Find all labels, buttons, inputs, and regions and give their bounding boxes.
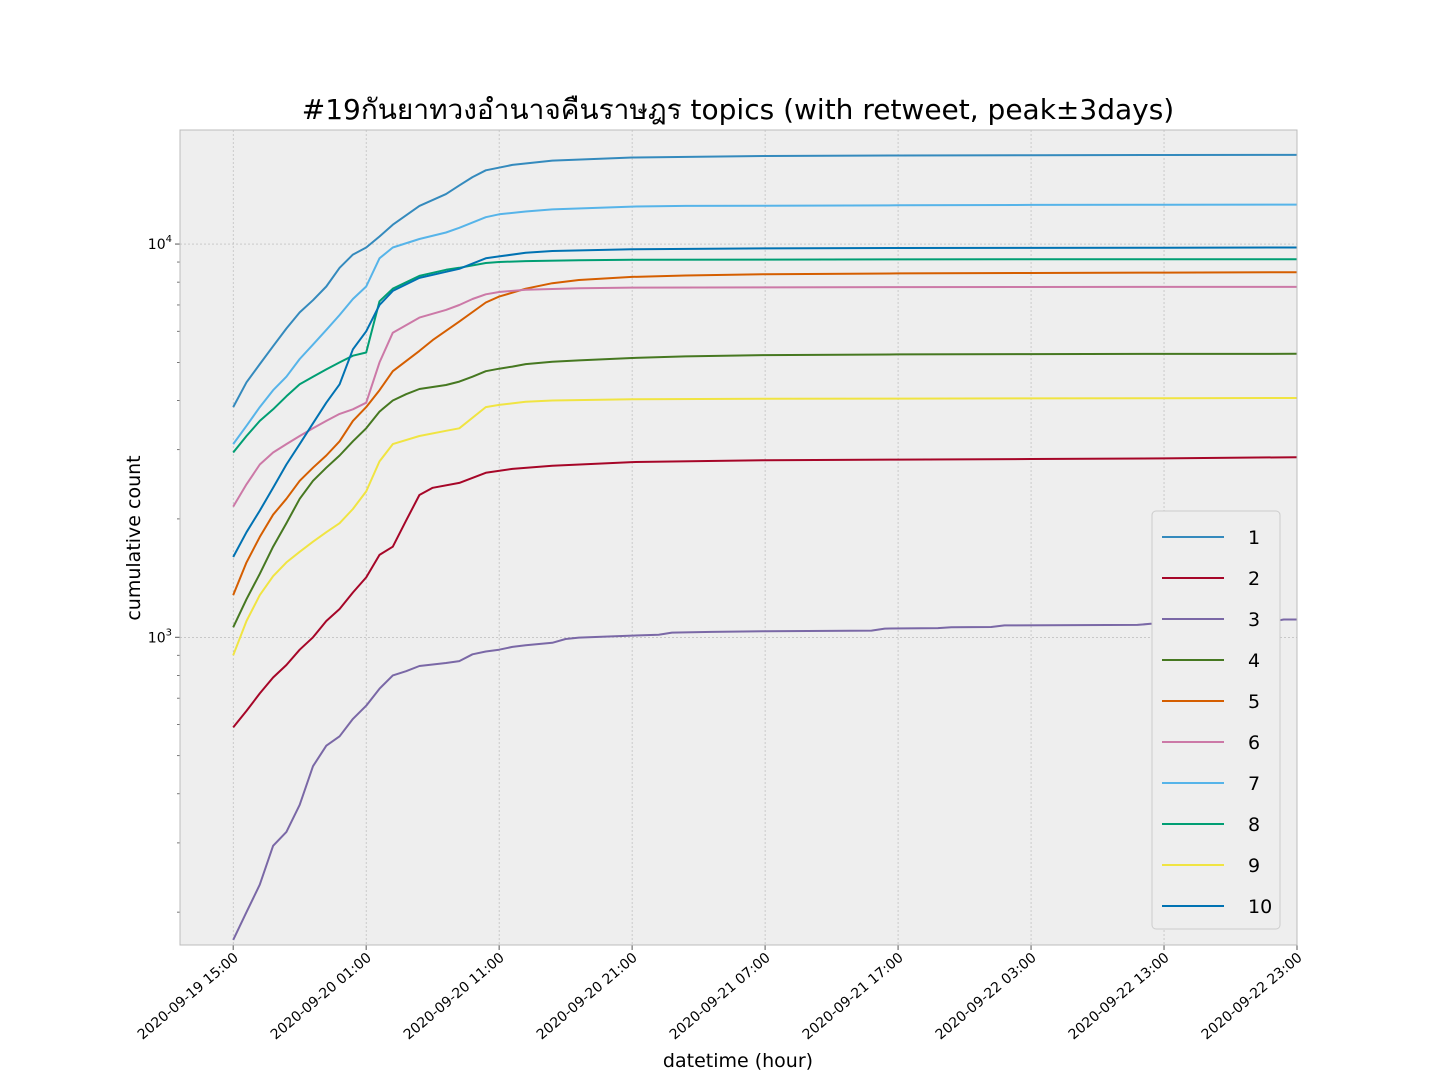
legend-label-1: 1 bbox=[1248, 527, 1260, 549]
series-line-9 bbox=[232, 397, 1298, 656]
series-line-2 bbox=[232, 456, 1298, 729]
legend-entries: 1 2 3 4 5 6 7 8 9 10 bbox=[1162, 527, 1272, 918]
chart-title: #19กันยาทวงอำนาจคืนราษฎร topics (with re… bbox=[302, 93, 1174, 126]
y-tick-exponent: 3 bbox=[166, 627, 172, 638]
series-line-1 bbox=[232, 153, 1298, 408]
legend-label-7: 7 bbox=[1248, 773, 1260, 795]
x-tick-label: 2020-09-20 01:00 bbox=[268, 950, 375, 1043]
legend-label-9: 9 bbox=[1248, 855, 1260, 877]
x-tick-label: 2020-09-21 17:00 bbox=[800, 950, 907, 1043]
y-tick-exponent: 4 bbox=[166, 234, 172, 245]
legend-label-3: 3 bbox=[1248, 609, 1260, 631]
x-axis-label: datetime (hour) bbox=[663, 1050, 813, 1072]
plot-frame bbox=[179, 129, 1298, 946]
y-tick-base: 10 bbox=[148, 237, 166, 253]
x-tick-label: 2020-09-19 15:00 bbox=[135, 950, 242, 1043]
legend-box bbox=[1151, 510, 1281, 930]
legend-label-6: 6 bbox=[1248, 732, 1260, 754]
series-line-8 bbox=[232, 258, 1298, 454]
x-tick-label: 2020-09-21 07:00 bbox=[667, 950, 774, 1043]
legend-label-5: 5 bbox=[1248, 691, 1260, 713]
x-tick-label: 2020-09-22 03:00 bbox=[933, 950, 1040, 1043]
legend: 1 2 3 4 5 6 7 8 9 10 bbox=[1151, 510, 1281, 930]
series-line-6 bbox=[232, 285, 1297, 508]
legend-label-10: 10 bbox=[1248, 896, 1272, 918]
series-line-7 bbox=[232, 203, 1298, 445]
series-line-3 bbox=[232, 618, 1297, 941]
x-tick-label: 2020-09-20 21:00 bbox=[534, 950, 641, 1043]
legend-label-4: 4 bbox=[1248, 650, 1260, 672]
legend-label-2: 2 bbox=[1248, 568, 1260, 590]
plot-background bbox=[180, 130, 1297, 945]
y-axis-label: cumulative count bbox=[123, 455, 145, 620]
x-tick-label: 2020-09-20 11:00 bbox=[401, 950, 508, 1043]
y-tick-base: 10 bbox=[148, 630, 166, 646]
series-line-10 bbox=[232, 246, 1298, 558]
series-line-4 bbox=[232, 352, 1298, 628]
x-tick-label: 2020-09-22 23:00 bbox=[1199, 950, 1306, 1043]
x-axis-ticks: 2020-09-19 15:00 2020-09-20 01:00 2020-09-… bbox=[135, 945, 1306, 1043]
x-tick-label: 2020-09-22 13:00 bbox=[1066, 950, 1173, 1043]
legend-label-8: 8 bbox=[1248, 814, 1260, 836]
y-tick-label: 103 bbox=[148, 627, 172, 646]
series-lines bbox=[232, 153, 1298, 941]
y-tick-label: 104 bbox=[148, 234, 172, 253]
series-line-5 bbox=[232, 271, 1298, 596]
